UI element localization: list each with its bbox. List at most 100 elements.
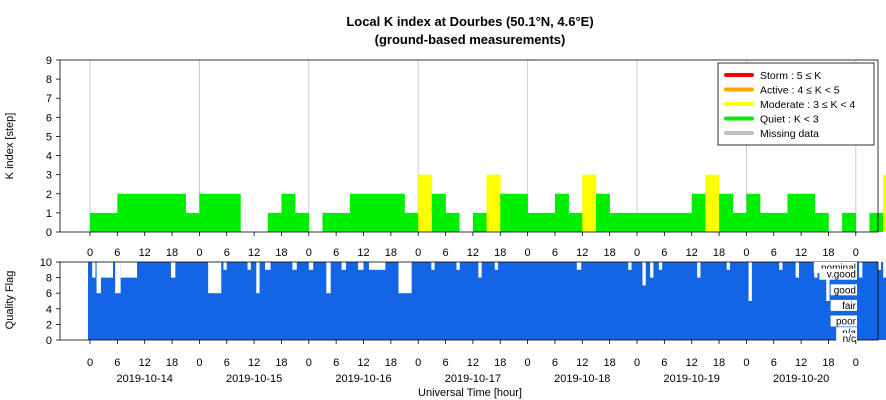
k-x-tick-label: 18	[713, 247, 725, 259]
k-index-bar	[664, 212, 679, 232]
k-x-tick-label: 6	[442, 247, 448, 259]
quality-dip	[170, 262, 176, 278]
quality-level-label: poor	[836, 317, 857, 328]
quality-x-tick-label: 12	[795, 357, 807, 369]
k-index-bar	[445, 212, 460, 232]
date-label: 2019-10-16	[335, 373, 391, 385]
quality-x-tick-label: 12	[686, 357, 698, 369]
quality-dip	[265, 262, 271, 270]
quality-x-tick-label: 18	[822, 357, 834, 369]
quality-x-tick-label: 6	[224, 357, 230, 369]
quality-dip	[628, 262, 632, 270]
k-index-bar	[103, 212, 118, 232]
quality-x-tick-label: 18	[604, 357, 616, 369]
k-x-tick-label: 0	[634, 247, 640, 259]
k-x-tick-label: 12	[357, 247, 369, 259]
quality-dip	[859, 262, 863, 278]
quality-x-tick-label: 18	[275, 357, 287, 369]
k-index-bar	[678, 212, 692, 232]
k-index-bar	[527, 212, 542, 232]
quality-dip	[308, 262, 314, 270]
quality-x-tick-label: 0	[853, 357, 859, 369]
k-panel-x-ticks: 0 6 12 18 0 6 12 18 0 6 12 18 0 6 12 18 0 6 12 18 0 6 12 18 0 6 12…	[87, 232, 859, 259]
chart-title: Local K index at Dourbes (50.1°N, 4.6°E)	[346, 14, 593, 29]
k-x-tick-label: 12	[248, 247, 260, 259]
k-index-bar	[541, 212, 556, 232]
quality-x-tick-label: 6	[771, 357, 777, 369]
quality-x-tick-label: 18	[166, 357, 178, 369]
x-axis-label: Universal Time [hour]	[418, 387, 522, 399]
k-index-bar	[883, 174, 886, 232]
k-index-bar	[582, 174, 597, 232]
quality-x-tick-label: 0	[87, 357, 93, 369]
quality-level-label-bg	[830, 299, 857, 311]
k-index-bar	[144, 193, 159, 232]
k-y-tick-label: 1	[46, 208, 52, 220]
quality-dip	[341, 262, 346, 270]
k-x-tick-label: 0	[853, 247, 859, 259]
quality-dip	[431, 262, 435, 270]
date-label: 2019-10-18	[554, 373, 610, 385]
quality-panel-x-ticks: 0 6 12 18 0 6 12 18 0 6 12 18 0 6 12 18 0 6 12 18 0 6 12 18 0 6 12…	[87, 340, 859, 369]
quality-dip	[826, 262, 830, 301]
k-x-tick-label: 6	[552, 247, 558, 259]
k-index-bar	[117, 193, 132, 232]
legend-entry: Storm : 5 ≤ K	[760, 70, 821, 82]
k-panel-frame	[59, 59, 879, 233]
k-index-bar	[773, 212, 788, 232]
legend-entry: Quiet : K < 3	[760, 114, 819, 126]
k-y-tick-label: 7	[46, 93, 52, 105]
k-x-tick-label: 6	[661, 247, 667, 259]
k-y-tick-label: 0	[46, 227, 52, 239]
k-x-tick-label: 0	[525, 247, 531, 259]
quality-dip	[398, 262, 412, 294]
quality-panel-y-ticks: 0 2 4 6 8 10	[40, 257, 60, 347]
k-x-tick-label: 12	[576, 247, 588, 259]
quality-x-tick-label: 12	[139, 357, 151, 369]
quality-x-tick-label: 12	[248, 357, 260, 369]
k-index-bar	[801, 193, 816, 232]
k-x-tick-label: 18	[166, 247, 178, 259]
quality-dip	[726, 262, 730, 270]
quality-y-tick-label: 2	[46, 319, 52, 331]
quality-dip	[256, 262, 260, 294]
quality-level-label-bg	[836, 333, 857, 344]
k-x-tick-label: 18	[604, 247, 616, 259]
k-x-tick-label: 0	[306, 247, 312, 259]
quality-panel-ylabel: Quality Flag	[4, 271, 16, 330]
quality-x-tick-label: 6	[552, 357, 558, 369]
quality-dip	[642, 262, 646, 286]
quality-dip	[368, 262, 386, 270]
quality-dip	[478, 262, 482, 278]
quality-y-tick-label: 4	[46, 304, 52, 316]
k-index-bar	[609, 212, 624, 232]
quality-dip	[292, 262, 297, 270]
quality-x-tick-label: 6	[114, 357, 120, 369]
k-index-bar	[637, 212, 651, 232]
quality-x-tick-label: 0	[743, 357, 749, 369]
quality-dip	[456, 262, 460, 270]
k-index-bar	[787, 193, 802, 232]
k-x-tick-label: 18	[494, 247, 506, 259]
k-panel-ylabel: K index [step]	[4, 113, 16, 180]
k-index-bar	[568, 212, 583, 232]
quality-y-tick-label: 8	[46, 273, 52, 285]
k-x-tick-label: 12	[795, 247, 807, 259]
k-y-tick-label: 6	[46, 112, 52, 124]
k-index-bar	[90, 212, 104, 232]
quality-x-tick-label: 0	[196, 357, 202, 369]
quality-level-label: v.good	[827, 270, 856, 281]
k-index-bar	[746, 193, 761, 232]
k-index-bar	[226, 193, 241, 232]
k-index-bar	[363, 193, 378, 232]
quality-dip	[96, 262, 101, 294]
k-index-bar	[869, 212, 884, 232]
quality-x-tick-label: 12	[357, 357, 369, 369]
quality-x-tick-label: 18	[494, 357, 506, 369]
quality-dip	[92, 262, 96, 278]
legend-entry: Missing data	[760, 128, 819, 140]
quality-dip	[494, 262, 499, 270]
k-x-tick-label: 6	[114, 247, 120, 259]
k-y-tick-label: 8	[46, 74, 52, 86]
quality-x-tick-label: 0	[415, 357, 421, 369]
